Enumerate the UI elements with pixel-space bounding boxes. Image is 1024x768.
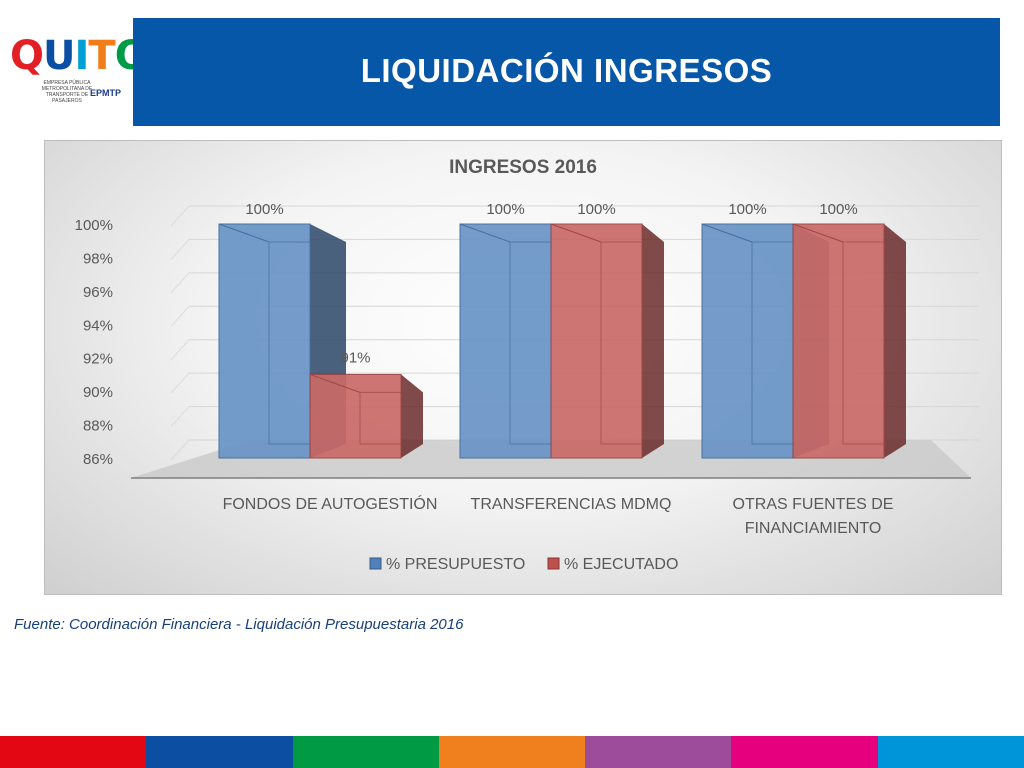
bar — [792, 223, 885, 459]
bar-top-edge — [792, 223, 844, 243]
x-tick-label: TRANSFERENCIAS MDMQ — [471, 496, 672, 513]
strip-segment — [438, 736, 586, 768]
legend-swatch — [369, 557, 382, 570]
data-label: 100% — [819, 201, 857, 218]
x-tick-label: FONDOS DE AUTOGESTIÓN — [223, 494, 438, 513]
logo-letter: I — [74, 33, 90, 79]
gridline-side — [170, 339, 190, 361]
gridline-side — [170, 272, 190, 294]
y-tick-label: 96% — [83, 284, 113, 301]
bar-chart: INGRESOS 2016 86% 88% 90% 92% 94% 96% 98% 100% 10… — [75, 157, 979, 573]
bar-top-edge — [550, 223, 602, 243]
gridline-side — [170, 439, 190, 461]
data-label: 100% — [728, 201, 766, 218]
bar-inner-edge — [600, 241, 643, 445]
bar-top-edge — [459, 223, 511, 243]
footer-color-strip — [0, 736, 1024, 768]
logo-subtitle: EMPRESA PÚBLICA METROPOLITANA DE TRANSPO… — [41, 80, 93, 104]
quito-logo: QUITO EMPRESA PÚBLICA METROPOLITANA DE T… — [10, 36, 149, 106]
bar-inner-edge — [359, 391, 402, 445]
data-label: 100% — [245, 201, 283, 218]
gridline-side — [170, 305, 190, 327]
logo-letter: U — [43, 33, 76, 79]
legend-label: % PRESUPUESTO — [386, 556, 525, 573]
y-tick-label: 98% — [83, 250, 113, 267]
y-tick-label: 94% — [83, 317, 113, 334]
bar-inner-edge — [842, 241, 885, 445]
bar — [309, 373, 402, 459]
data-label: 100% — [486, 201, 524, 218]
logo-letter: T — [88, 33, 115, 79]
y-tick-label: 86% — [83, 451, 113, 468]
bar — [550, 223, 643, 459]
x-tick-label: OTRAS FUENTES DE — [733, 496, 894, 513]
legend-swatch — [547, 557, 560, 570]
gridline-side — [170, 205, 190, 227]
bar — [459, 223, 552, 459]
bar — [701, 223, 794, 459]
x-tick-label: FINANCIAMIENTO — [745, 520, 882, 537]
bar-side — [642, 224, 664, 458]
gridline-side — [170, 372, 190, 394]
logo-wordmark: QUITO — [10, 33, 149, 79]
strip-segment — [292, 736, 439, 768]
bar-side — [884, 224, 906, 458]
bar-top-edge — [218, 223, 270, 243]
bar-inner-edge — [268, 241, 311, 445]
bar-top-edge — [701, 223, 753, 243]
y-tick-label: 92% — [83, 351, 113, 368]
page-title: LIQUIDACIÓN INGRESOS — [360, 52, 773, 89]
y-tick-label: 90% — [83, 384, 113, 401]
gridline-side — [170, 406, 190, 427]
bar-side — [401, 374, 423, 458]
strip-segment — [146, 736, 293, 768]
source-note: Fuente: Coordinación Financiera - Liquid… — [14, 616, 464, 633]
strip-segment — [0, 736, 147, 768]
bar-top-edge — [309, 373, 361, 393]
chart-title: INGRESOS 2016 — [449, 157, 597, 178]
bar — [218, 223, 311, 459]
header-banner: LIQUIDACIÓN INGRESOS — [133, 18, 1000, 126]
data-label: 91% — [340, 349, 370, 366]
logo-letter: Q — [10, 33, 44, 79]
gridline-side — [170, 239, 190, 260]
strip-segment — [731, 736, 878, 768]
strip-segment — [585, 736, 732, 768]
legend-label: % EJECUTADO — [564, 556, 678, 573]
data-label: 100% — [577, 201, 615, 218]
y-tick-label: 88% — [83, 418, 113, 435]
chart-panel: INGRESOS 2016 86% 88% 90% 92% 94% 96% 98% 100% 10… — [44, 140, 1002, 595]
strip-segment — [877, 736, 1024, 768]
y-tick-label: 100% — [75, 217, 113, 234]
logo-abbreviation: EPMTP — [90, 88, 122, 98]
